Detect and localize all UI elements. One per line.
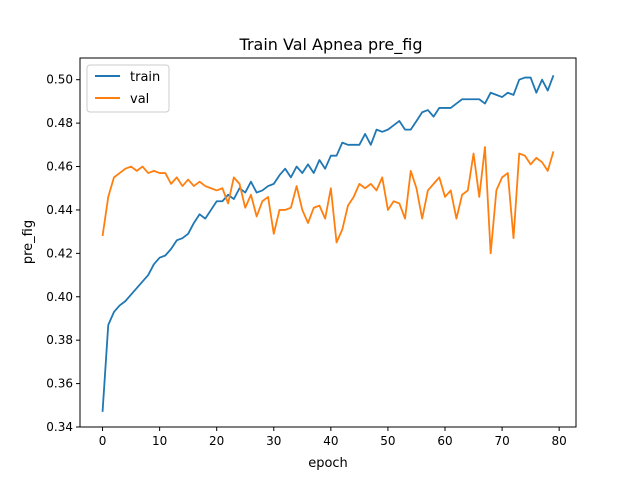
x-tick-label: 70 [494, 434, 509, 448]
plot-frame [79, 57, 577, 428]
legend-label-train: train [130, 70, 160, 85]
x-tick: 50 [380, 427, 396, 448]
x-tick-label: 10 [152, 434, 167, 448]
x-axis: 0 10 20 30 40 50 60 70 80 [99, 427, 567, 448]
legend-label-val: val [130, 92, 149, 107]
y-tick: 0.44 [46, 203, 80, 217]
y-tick-label: 0.38 [46, 333, 73, 347]
x-tick-label: 80 [552, 434, 567, 448]
y-tick-label: 0.36 [46, 377, 73, 391]
y-tick: 0.40 [46, 290, 80, 304]
y-axis-label: pre_fig [21, 220, 36, 264]
x-tick: 70 [494, 427, 510, 448]
x-tick-label: 20 [209, 434, 224, 448]
y-tick-label: 0.42 [46, 246, 73, 260]
y-tick: 0.36 [46, 377, 80, 391]
y-tick: 0.48 [46, 116, 80, 130]
x-tick-label: 50 [380, 434, 395, 448]
x-tick-label: 0 [99, 434, 107, 448]
y-tick-label: 0.50 [46, 73, 73, 87]
series-line-val [101, 146, 555, 255]
x-tick-label: 60 [437, 434, 452, 448]
x-tick-label: 30 [266, 434, 281, 448]
series-lines [101, 75, 555, 412]
y-axis: 0.34 0.36 0.38 0.40 0.42 0.44 0.46 0.48 0.50 [46, 73, 80, 434]
y-tick: 0.50 [46, 73, 80, 87]
y-tick-label: 0.40 [46, 290, 73, 304]
x-tick: 40 [323, 427, 338, 448]
series-line-train [101, 75, 555, 412]
y-tick: 0.42 [46, 246, 80, 260]
x-tick: 30 [266, 427, 281, 448]
y-tick: 0.46 [46, 160, 80, 174]
legend: train val [86, 64, 170, 113]
x-tick: 20 [209, 427, 224, 448]
x-tick: 0 [99, 427, 107, 448]
y-tick-label: 0.46 [46, 160, 73, 174]
x-axis-label: epoch [308, 456, 348, 471]
y-tick: 0.38 [46, 333, 80, 347]
x-tick: 60 [437, 427, 453, 448]
y-tick: 0.34 [46, 420, 80, 434]
chart-title: Train Val Apnea pre_fig [239, 35, 423, 55]
y-tick-label: 0.48 [46, 116, 73, 130]
x-tick: 10 [152, 427, 167, 448]
x-tick: 80 [552, 427, 567, 448]
y-tick-label: 0.44 [46, 203, 73, 217]
x-tick-label: 40 [323, 434, 338, 448]
y-tick-label: 0.34 [46, 420, 73, 434]
